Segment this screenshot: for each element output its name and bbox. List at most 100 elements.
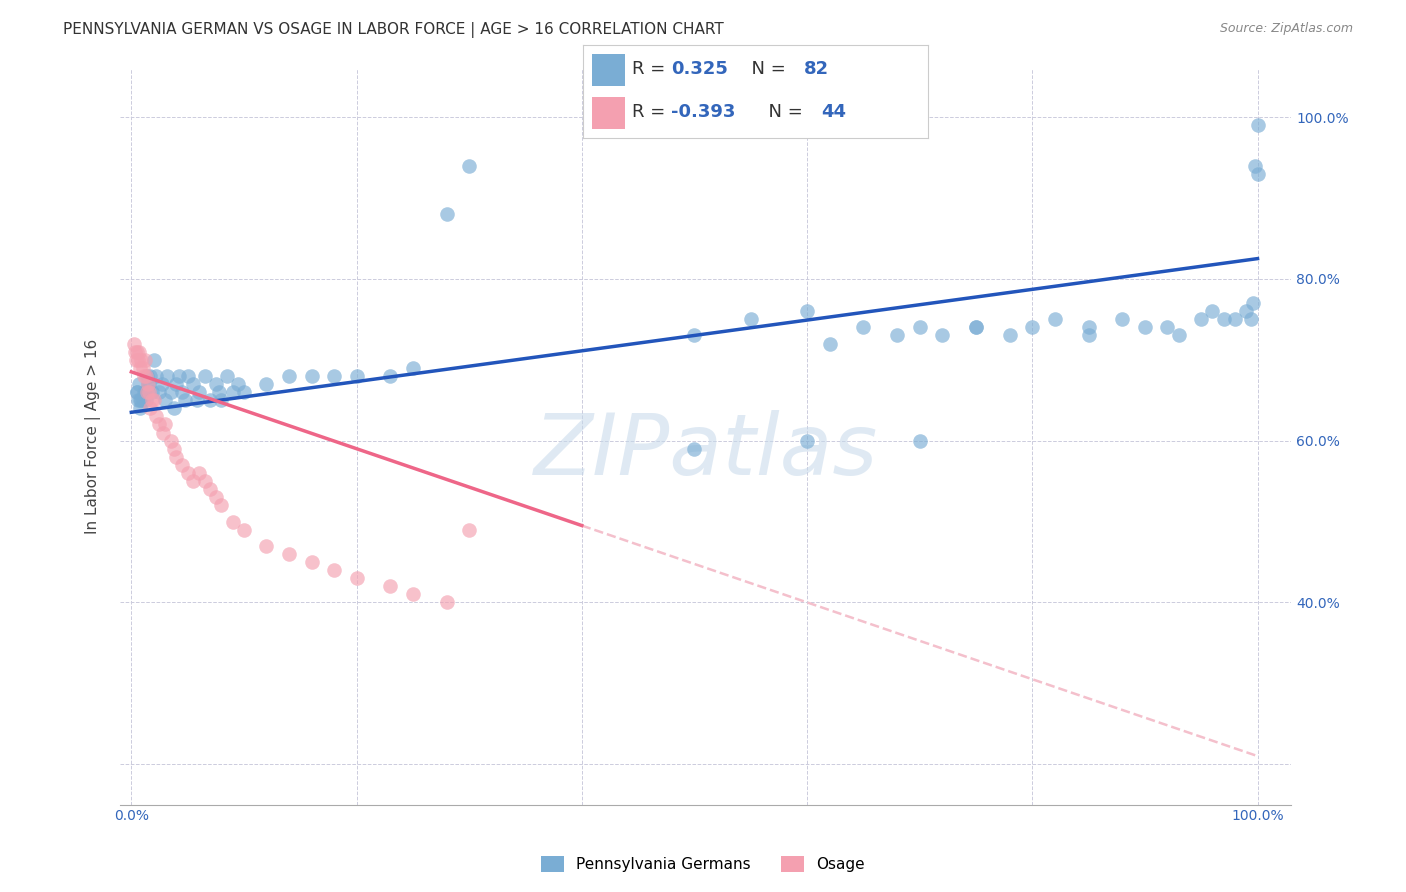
Point: [965, 320, 987, 334]
Point: [931, 328, 953, 343]
Point: [129, 393, 152, 408]
Point: [136, 376, 159, 391]
Point: [204, 376, 226, 391]
Point: [215, 368, 238, 383]
Point: [125, 385, 148, 400]
Point: [135, 393, 157, 408]
Point: [136, 376, 159, 391]
Point: [323, 563, 346, 577]
Point: [129, 401, 152, 416]
Point: [131, 352, 153, 367]
Point: [796, 304, 818, 318]
Point: [852, 320, 875, 334]
Point: [134, 385, 156, 400]
Point: [139, 401, 162, 416]
Point: [380, 368, 402, 383]
Point: [193, 368, 215, 383]
Point: [128, 344, 150, 359]
Point: [683, 328, 706, 343]
Point: [402, 360, 425, 375]
Point: [138, 376, 160, 391]
Point: [740, 312, 762, 326]
Point: [232, 523, 254, 537]
Point: [1201, 304, 1223, 318]
Point: [187, 466, 209, 480]
Point: [176, 466, 198, 480]
Point: [165, 450, 187, 464]
Point: [134, 352, 156, 367]
Point: [323, 368, 346, 383]
Point: [1043, 312, 1066, 326]
Point: [209, 393, 232, 408]
Point: [1244, 159, 1267, 173]
Point: [136, 385, 159, 400]
Point: [1246, 167, 1268, 181]
Legend: Pennsylvania Germans, Osage: Pennsylvania Germans, Osage: [533, 848, 873, 880]
Text: N =: N =: [758, 103, 808, 121]
Point: [174, 393, 197, 408]
Point: [125, 385, 148, 400]
Point: [128, 376, 150, 391]
Point: [145, 409, 167, 424]
Point: [436, 207, 458, 221]
Point: [198, 482, 221, 496]
Bar: [592, 97, 624, 129]
Point: [301, 368, 323, 383]
Point: [204, 490, 226, 504]
Text: N =: N =: [740, 60, 792, 78]
Point: [1240, 312, 1263, 326]
Point: [187, 385, 209, 400]
Point: [1241, 296, 1264, 310]
Point: [1189, 312, 1212, 326]
Point: [198, 393, 221, 408]
Point: [346, 368, 368, 383]
Point: [908, 320, 931, 334]
Point: [998, 328, 1021, 343]
Point: [176, 368, 198, 383]
Y-axis label: In Labor Force | Age > 16: In Labor Force | Age > 16: [86, 339, 101, 534]
Point: [796, 434, 818, 448]
Point: [142, 352, 165, 367]
Point: [908, 434, 931, 448]
Point: [170, 385, 193, 400]
Point: [221, 515, 243, 529]
Point: [145, 368, 167, 383]
Point: [131, 393, 153, 408]
Point: [167, 368, 190, 383]
Point: [127, 352, 149, 367]
Point: [436, 595, 458, 609]
Point: [125, 352, 148, 367]
Point: [148, 385, 170, 400]
Point: [458, 159, 481, 173]
Point: [1234, 304, 1257, 318]
Point: [132, 385, 155, 400]
Point: [1246, 118, 1268, 132]
Point: [141, 393, 163, 408]
Point: [458, 523, 481, 537]
Text: -0.393: -0.393: [671, 103, 735, 121]
Point: [135, 368, 157, 383]
Point: [226, 376, 249, 391]
Point: [170, 458, 193, 472]
Point: [278, 368, 301, 383]
Point: [136, 368, 159, 383]
Point: [152, 425, 174, 440]
Point: [139, 368, 162, 383]
Text: 0.325: 0.325: [671, 60, 728, 78]
Point: [1223, 312, 1246, 326]
Point: [186, 393, 208, 408]
Text: R =: R =: [631, 60, 671, 78]
Bar: [592, 54, 624, 86]
Point: [1212, 312, 1234, 326]
Point: [153, 393, 176, 408]
Point: [209, 499, 232, 513]
Point: [159, 385, 181, 400]
Point: [1133, 320, 1156, 334]
Point: [232, 385, 254, 400]
Point: [1156, 320, 1178, 334]
Point: [127, 393, 149, 408]
Point: [886, 328, 908, 343]
Point: [159, 434, 181, 448]
Point: [125, 344, 148, 359]
Point: [165, 376, 187, 391]
